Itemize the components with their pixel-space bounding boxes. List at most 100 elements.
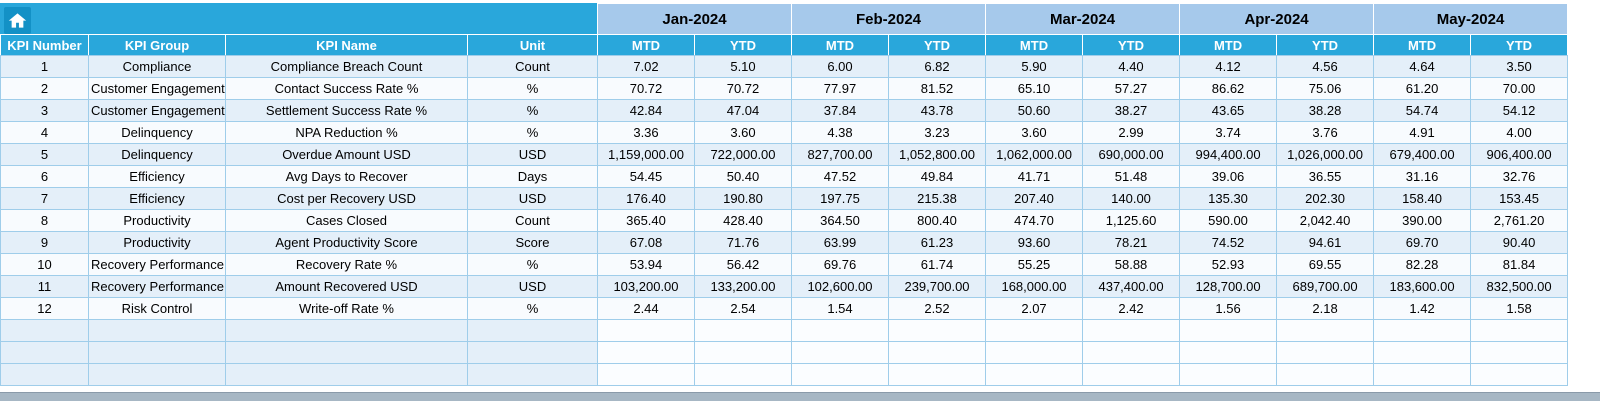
value-cell[interactable]: 81.52 [887,77,987,100]
value-cell[interactable]: 158.40 [1373,187,1472,210]
value-cell[interactable]: 215.38 [887,187,987,210]
empty-cell[interactable] [985,341,1084,364]
value-cell[interactable]: 2.54 [694,297,792,320]
kpi-name-cell[interactable]: Recovery Rate % [225,253,468,276]
value-cell[interactable]: 81.84 [1470,253,1569,276]
value-cell[interactable]: 2.99 [1082,121,1181,144]
kpi-group-cell[interactable]: Productivity [88,209,226,232]
empty-cell[interactable] [1276,363,1375,386]
value-cell[interactable]: 61.74 [887,253,987,276]
value-cell[interactable]: 47.52 [791,165,889,188]
col-header-mtd[interactable]: MTD [985,34,1084,56]
empty-cell[interactable] [887,363,987,386]
value-cell[interactable]: 93.60 [985,231,1084,254]
value-cell[interactable]: 1,159,000.00 [597,143,695,166]
value-cell[interactable]: 390.00 [1373,209,1472,232]
value-cell[interactable]: 689,700.00 [1276,275,1375,298]
empty-cell[interactable] [1179,319,1278,342]
value-cell[interactable]: 2.42 [1082,297,1181,320]
value-cell[interactable]: 57.27 [1082,77,1181,100]
empty-cell[interactable] [467,341,598,364]
value-cell[interactable]: 61.23 [887,231,987,254]
kpi-group-cell[interactable]: Recovery Performance [88,275,226,298]
value-cell[interactable]: 994,400.00 [1179,143,1278,166]
empty-cell[interactable] [225,363,468,386]
value-cell[interactable]: 3.60 [694,121,792,144]
value-cell[interactable]: 135.30 [1179,187,1278,210]
value-cell[interactable]: 70.72 [597,77,695,100]
kpi-number-cell[interactable]: 4 [0,121,89,144]
month-header-mar[interactable]: Mar-2024 [985,3,1181,35]
empty-cell[interactable] [0,319,89,342]
empty-cell[interactable] [0,341,89,364]
value-cell[interactable]: 37.84 [791,99,889,122]
col-header-ytd[interactable]: YTD [1082,34,1181,56]
value-cell[interactable]: 690,000.00 [1082,143,1181,166]
value-cell[interactable]: 49.84 [887,165,987,188]
value-cell[interactable]: 190.80 [694,187,792,210]
value-cell[interactable]: 207.40 [985,187,1084,210]
empty-cell[interactable] [1373,341,1472,364]
value-cell[interactable]: 54.45 [597,165,695,188]
col-header-ytd[interactable]: YTD [694,34,792,56]
value-cell[interactable]: 53.94 [597,253,695,276]
value-cell[interactable]: 63.99 [791,231,889,254]
value-cell[interactable]: 58.88 [1082,253,1181,276]
col-header-kpi-number[interactable]: KPI Number [0,34,89,56]
empty-cell[interactable] [694,319,792,342]
kpi-group-cell[interactable]: Efficiency [88,165,226,188]
value-cell[interactable]: 6.00 [791,55,889,78]
value-cell[interactable]: 70.00 [1470,77,1569,100]
kpi-name-cell[interactable]: Avg Days to Recover [225,165,468,188]
col-header-mtd[interactable]: MTD [597,34,695,56]
unit-cell[interactable]: % [467,297,598,320]
kpi-group-cell[interactable]: Customer Engagement [88,77,226,100]
empty-cell[interactable] [887,319,987,342]
value-cell[interactable]: 3.60 [985,121,1084,144]
value-cell[interactable]: 54.12 [1470,99,1569,122]
value-cell[interactable]: 69.76 [791,253,889,276]
unit-cell[interactable]: USD [467,143,598,166]
value-cell[interactable]: 153.45 [1470,187,1569,210]
value-cell[interactable]: 133,200.00 [694,275,792,298]
empty-cell[interactable] [1470,319,1569,342]
empty-cell[interactable] [1276,341,1375,364]
unit-cell[interactable]: % [467,121,598,144]
value-cell[interactable]: 1.54 [791,297,889,320]
col-header-kpi-group[interactable]: KPI Group [88,34,226,56]
value-cell[interactable]: 50.40 [694,165,792,188]
unit-cell[interactable]: Count [467,55,598,78]
value-cell[interactable]: 5.10 [694,55,792,78]
value-cell[interactable]: 202.30 [1276,187,1375,210]
value-cell[interactable]: 51.48 [1082,165,1181,188]
col-header-ytd[interactable]: YTD [1470,34,1569,56]
value-cell[interactable]: 43.65 [1179,99,1278,122]
value-cell[interactable]: 52.93 [1179,253,1278,276]
value-cell[interactable]: 437,400.00 [1082,275,1181,298]
value-cell[interactable]: 183,600.00 [1373,275,1472,298]
value-cell[interactable]: 474.70 [985,209,1084,232]
value-cell[interactable]: 55.25 [985,253,1084,276]
value-cell[interactable]: 239,700.00 [887,275,987,298]
month-header-feb[interactable]: Feb-2024 [790,3,987,35]
month-header-jan[interactable]: Jan-2024 [597,3,792,35]
kpi-group-cell[interactable]: Delinquency [88,121,226,144]
value-cell[interactable]: 69.55 [1276,253,1375,276]
kpi-name-cell[interactable]: Cost per Recovery USD [225,187,468,210]
month-header-apr[interactable]: Apr-2024 [1179,3,1375,35]
value-cell[interactable]: 590.00 [1179,209,1278,232]
value-cell[interactable]: 128,700.00 [1179,275,1278,298]
value-cell[interactable]: 47.04 [694,99,792,122]
value-cell[interactable]: 41.71 [985,165,1084,188]
empty-cell[interactable] [1470,341,1569,364]
value-cell[interactable]: 86.62 [1179,77,1278,100]
kpi-number-cell[interactable]: 5 [0,143,89,166]
value-cell[interactable]: 6.82 [887,55,987,78]
kpi-name-cell[interactable]: Cases Closed [225,209,468,232]
col-header-kpi-name[interactable]: KPI Name [225,34,468,56]
value-cell[interactable]: 75.06 [1276,77,1375,100]
empty-cell[interactable] [597,319,695,342]
kpi-number-cell[interactable]: 9 [0,231,89,254]
value-cell[interactable]: 4.40 [1082,55,1181,78]
empty-cell[interactable] [1179,363,1278,386]
